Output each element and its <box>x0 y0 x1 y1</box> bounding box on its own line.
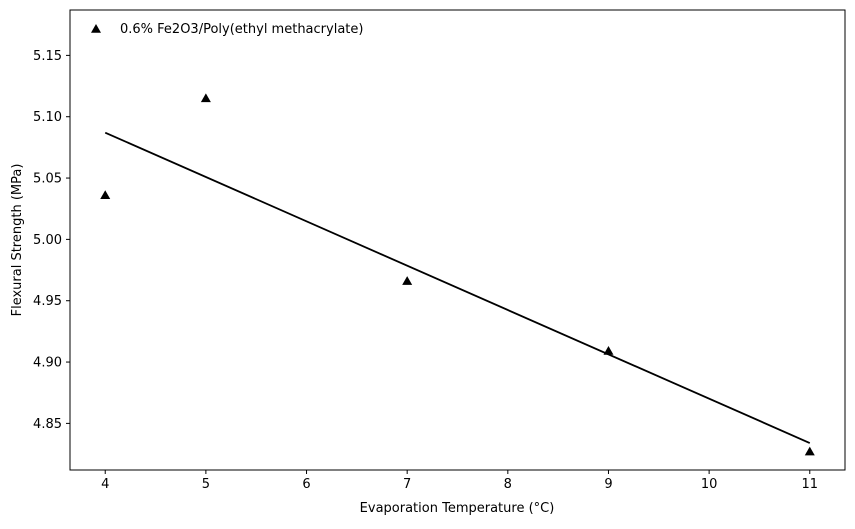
x-tick-label: 5 <box>202 477 210 492</box>
y-tick-label: 4.95 <box>33 294 62 309</box>
x-tick-label: 6 <box>302 477 310 492</box>
data-point-triangle <box>804 446 815 456</box>
x-tick-label: 8 <box>504 477 512 492</box>
x-tick-label: 11 <box>801 477 818 492</box>
x-tick-label: 10 <box>701 477 718 492</box>
trendline-layer <box>104 131 811 444</box>
legend-marker-triangle <box>91 24 101 33</box>
y-tick-label: 4.85 <box>33 417 62 432</box>
y-tick-label: 5.00 <box>33 233 62 248</box>
plot-area <box>69 9 846 471</box>
legend-label: 0.6% Fe2O3/Poly(ethyl methacrylate) <box>120 22 363 37</box>
y-axis-title: Flexural Strength (MPa) <box>10 164 25 317</box>
data-point-triangle <box>603 346 614 355</box>
x-axis-ticks: 4 5 6 7 8 9 10 11 <box>101 470 818 492</box>
data-point-triangle <box>100 190 111 199</box>
x-tick-label: 9 <box>604 477 612 492</box>
y-tick-label: 4.90 <box>33 356 62 371</box>
legend: 0.6% Fe2O3/Poly(ethyl methacrylate) <box>91 22 363 37</box>
trendline <box>104 131 811 444</box>
y-tick-label: 5.05 <box>33 172 62 187</box>
data-points-layer <box>100 93 815 456</box>
y-tick-label: 5.10 <box>33 110 62 125</box>
data-point-triangle <box>200 93 211 103</box>
data-point-triangle <box>402 276 413 285</box>
y-axis-ticks: 4.85 4.90 4.95 5.00 5.05 5.10 5.15 <box>33 49 70 432</box>
y-tick-label: 5.15 <box>33 49 62 64</box>
x-tick-label: 4 <box>101 477 109 492</box>
x-tick-label: 7 <box>403 477 411 492</box>
x-axis-title: Evaporation Temperature (°C) <box>360 501 555 516</box>
